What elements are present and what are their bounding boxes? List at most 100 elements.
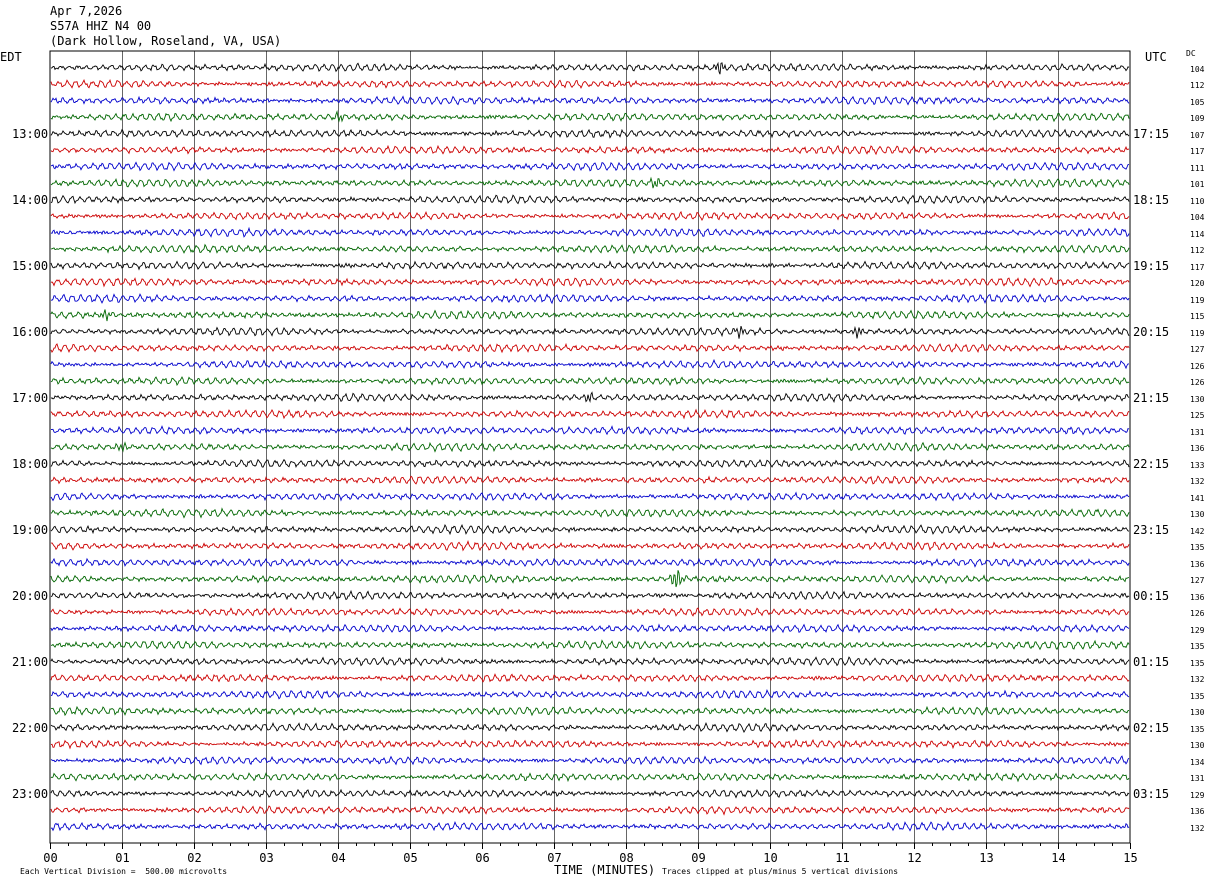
right-timezone-label: UTC — [1145, 50, 1167, 64]
x-tick-label: 04 — [331, 851, 346, 865]
seismic-trace — [50, 144, 1130, 156]
dc-offset-label: 135 — [1190, 658, 1205, 668]
dc-offset-label: 132 — [1190, 823, 1205, 833]
dc-offset-label: 136 — [1190, 807, 1205, 816]
dc-offset-label: 130 — [1190, 741, 1205, 750]
seismic-trace — [50, 425, 1130, 436]
seismic-trace — [50, 491, 1130, 502]
dc-offset-label: 126 — [1190, 361, 1205, 371]
seismic-trace — [50, 639, 1130, 651]
dc-header-label: DC — [1186, 49, 1196, 58]
x-tick-label: 05 — [403, 851, 418, 865]
dc-offset-label: 136 — [1190, 559, 1205, 569]
clipping-note: Traces clipped at plus/minus 5 vertical … — [662, 867, 899, 876]
utc-hour-label: 18:15 — [1133, 192, 1170, 207]
seismic-trace — [50, 507, 1130, 519]
edt-hour-label: 14:00 — [12, 192, 49, 207]
dc-offset-label: 135 — [1190, 642, 1205, 651]
dc-offset-label: 120 — [1190, 279, 1205, 288]
dc-offset-label: 136 — [1190, 444, 1205, 453]
dc-offset-label: 129 — [1190, 790, 1205, 800]
vertical-division-note: Each Vertical Division = 500.00 microvol… — [20, 867, 228, 876]
dc-offset-label: 112 — [1190, 246, 1205, 255]
x-tick-label: 00 — [43, 851, 58, 865]
dc-offset-label: 130 — [1190, 510, 1205, 519]
dc-offset-label: 126 — [1190, 609, 1205, 618]
seismic-trace — [50, 673, 1130, 683]
dc-offset-label: 115 — [1190, 312, 1205, 321]
utc-hour-label: 00:15 — [1133, 588, 1170, 603]
dc-offset-label: 132 — [1190, 675, 1205, 684]
edt-hour-label: 22:00 — [12, 720, 49, 735]
x-tick-label: 09 — [691, 851, 706, 865]
seismic-trace — [50, 805, 1130, 816]
dc-offset-label: 141 — [1190, 493, 1205, 503]
edt-hour-label: 15:00 — [12, 258, 49, 273]
seismic-trace — [50, 176, 1130, 189]
dc-offset-label: 135 — [1190, 691, 1205, 701]
left-timezone-label: EDT — [0, 50, 22, 64]
seismic-trace — [50, 376, 1130, 387]
dc-offset-label: 110 — [1190, 196, 1205, 206]
seismic-trace — [50, 523, 1130, 536]
dc-offset-label: 133 — [1190, 460, 1205, 470]
dc-offset-label: 132 — [1190, 477, 1205, 486]
seismic-trace — [50, 739, 1130, 750]
dc-offset-label: 127 — [1190, 576, 1205, 585]
edt-hour-label: 16:00 — [12, 324, 49, 339]
seismic-trace — [50, 589, 1130, 601]
seismic-trace — [50, 557, 1130, 568]
dc-offset-label: 131 — [1190, 427, 1205, 437]
dc-offset-label: 104 — [1190, 213, 1205, 222]
seismic-trace — [50, 705, 1130, 717]
x-axis-label: TIME (MINUTES) — [554, 863, 656, 877]
dc-offset-label: 112 — [1190, 81, 1205, 90]
dc-offset-label: 136 — [1190, 592, 1205, 602]
x-tick-label: 12 — [907, 851, 922, 865]
seismic-trace — [50, 95, 1130, 106]
station-label: S57A HHZ N4 00 — [50, 19, 152, 33]
seismic-trace — [50, 391, 1130, 404]
edt-hour-label: 19:00 — [12, 522, 49, 537]
utc-hour-label: 20:15 — [1133, 324, 1170, 339]
utc-hour-label: 02:15 — [1133, 720, 1170, 735]
x-tick-label: 14 — [1051, 851, 1066, 865]
seismic-trace — [50, 607, 1130, 617]
x-tick-label: 08 — [619, 851, 634, 865]
seismic-trace — [50, 210, 1130, 221]
seismic-trace — [50, 788, 1130, 799]
dc-offset-label: 119 — [1190, 328, 1205, 338]
utc-hour-label: 01:15 — [1133, 654, 1170, 669]
dc-offset-label: 125 — [1190, 411, 1205, 420]
seismic-trace — [50, 623, 1130, 634]
dc-offset-label: 129 — [1190, 625, 1205, 635]
dc-offset-label: 135 — [1190, 724, 1205, 734]
x-tick-label: 06 — [475, 851, 490, 865]
dc-offset-label: 107 — [1190, 130, 1205, 140]
seismic-trace — [50, 128, 1130, 139]
edt-hour-label: 17:00 — [12, 390, 49, 405]
seismic-trace — [50, 61, 1130, 75]
utc-hour-label: 22:15 — [1133, 456, 1170, 471]
seismic-trace — [50, 293, 1130, 305]
date-label: Apr 7,2026 — [50, 4, 123, 18]
seismic-trace — [50, 570, 1130, 588]
x-tick-label: 11 — [835, 851, 850, 865]
x-tick-label: 02 — [187, 851, 202, 865]
seismic-trace — [50, 342, 1130, 354]
edt-hour-label: 21:00 — [12, 654, 49, 669]
seismic-trace — [50, 441, 1130, 453]
utc-hour-label: 19:15 — [1133, 258, 1170, 273]
seismic-trace — [50, 243, 1130, 255]
seismic-trace — [50, 408, 1130, 420]
dc-offset-label: 134 — [1190, 757, 1205, 767]
dc-offset-label: 117 — [1190, 262, 1205, 272]
seismic-trace — [50, 475, 1130, 485]
edt-hour-label: 18:00 — [12, 456, 49, 471]
seismic-trace — [50, 110, 1130, 123]
dc-offset-label: 130 — [1190, 394, 1205, 404]
utc-hour-label: 23:15 — [1133, 522, 1170, 537]
seismic-trace — [50, 325, 1130, 339]
seismic-trace — [50, 755, 1130, 766]
